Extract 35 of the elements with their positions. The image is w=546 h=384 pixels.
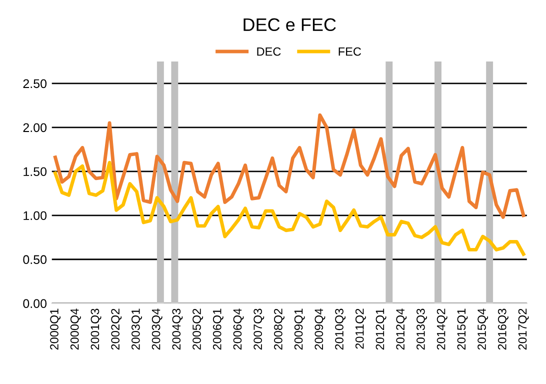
- x-tick-label: 2005Q2: [192, 308, 204, 350]
- y-tick-label: 0.50: [23, 255, 47, 264]
- x-tick-label: 2017Q2: [518, 308, 529, 350]
- chart-title: DEC e FEC: [244, 18, 336, 32]
- legend-label: DEC: [257, 47, 281, 56]
- x-tick-label: 2013Q3: [416, 308, 427, 350]
- x-tick-label: 2003Q1: [132, 308, 142, 350]
- x-tick-label: 2012Q1: [376, 308, 386, 350]
- x-tick-label: 2016Q3: [498, 308, 508, 350]
- x-tick-label: 2000Q1: [50, 308, 61, 350]
- x-tick-label: 2015Q4: [478, 308, 488, 350]
- x-tick-label: 2014Q2: [436, 308, 448, 350]
- x-tick-label: 2000Q4: [70, 308, 81, 350]
- x-tick-label: 2001Q3: [90, 308, 102, 350]
- x-tick-label: 2004Q3: [172, 308, 183, 350]
- y-tick-label: 2.00: [23, 123, 47, 132]
- x-tick-label: 2015Q1: [457, 308, 468, 350]
- x-tick-label: 2011Q2: [355, 308, 366, 349]
- x-tick-label: 2008Q2: [274, 308, 284, 350]
- x-tick-label: 2009Q1: [294, 308, 305, 350]
- x-tick-label: 2003Q4: [152, 308, 162, 350]
- line-series: [54, 160, 526, 256]
- legend-label: FEC: [338, 47, 362, 56]
- line-series: [54, 113, 526, 219]
- x-tick-label: 2009Q4: [314, 308, 326, 350]
- y-tick-label: 1.00: [24, 211, 47, 220]
- x-tick-label: 2012Q4: [396, 308, 407, 350]
- x-tick-label: 2002Q2: [111, 308, 122, 350]
- x-tick-label: 2010Q3: [335, 308, 346, 350]
- y-tick-label: 1.50: [24, 167, 47, 176]
- x-tick-label: 2007Q3: [254, 308, 264, 350]
- y-tick-label: 2.50: [23, 79, 47, 88]
- x-tick-label: 2006Q1: [212, 308, 224, 350]
- y-tick-label: 0.00: [23, 299, 47, 308]
- x-tick-label: 2006Q4: [233, 308, 244, 350]
